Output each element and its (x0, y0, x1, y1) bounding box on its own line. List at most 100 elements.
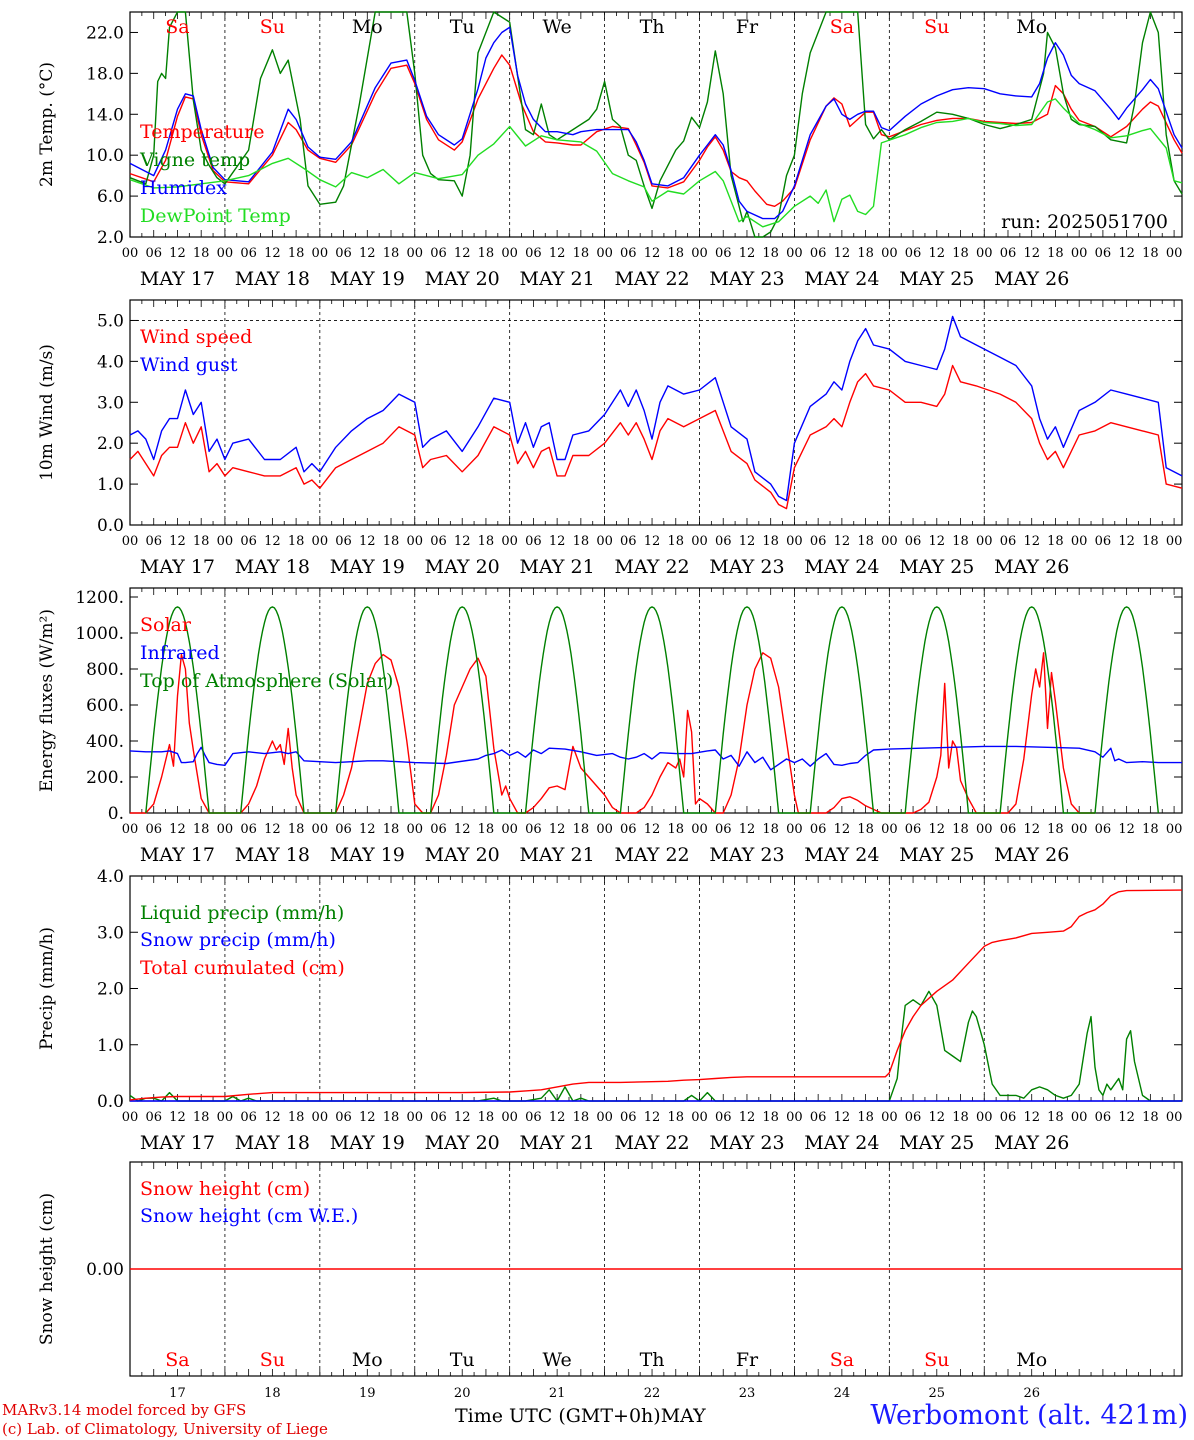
legend-entry: Wind speed (140, 326, 252, 348)
day-name: Mo (352, 1349, 383, 1371)
day-number: 18 (264, 1386, 281, 1401)
x-hour-label: 00 (122, 822, 139, 837)
x-hour-label: 18 (288, 1110, 305, 1125)
day-name: Mo (352, 16, 383, 38)
day-name: Sa (830, 1349, 854, 1371)
x-hour-label: 06 (525, 1110, 542, 1125)
y-axis-label: Snow height (cm) (37, 1193, 57, 1345)
y-tick-label: 4.0 (97, 352, 124, 372)
x-hour-label: 12 (929, 822, 946, 837)
x-date-label: MAY 26 (994, 556, 1069, 578)
x-hour-label: 06 (525, 246, 542, 261)
x-hour-label: 06 (810, 246, 827, 261)
x-hour-label: 18 (1047, 1110, 1064, 1125)
x-date-label: MAY 21 (520, 556, 595, 578)
x-hour-label: 00 (881, 246, 898, 261)
x-hour-label: 00 (691, 822, 708, 837)
y-axis-label: 2m Temp. (°C) (37, 62, 57, 187)
x-hour-label: 12 (644, 822, 661, 837)
y-axis-label: Precip (mm/h) (37, 927, 57, 1050)
x-hour-label: 00 (406, 822, 423, 837)
x-axis-month: MAY (660, 1405, 706, 1427)
y-tick-label: 400. (86, 732, 124, 752)
x-date-label: MAY 23 (709, 556, 784, 578)
x-hour-label: 12 (1118, 822, 1135, 837)
x-hour-label: 06 (1095, 1110, 1112, 1125)
x-hour-label: 12 (644, 534, 661, 549)
x-date-label: MAY 25 (899, 556, 974, 578)
x-hour-label: 12 (454, 1110, 471, 1125)
x-hour-label: 06 (525, 822, 542, 837)
x-hour-label: 18 (1142, 246, 1159, 261)
x-date-label: MAY 22 (614, 1132, 689, 1154)
x-hour-label: 00 (1071, 1110, 1088, 1125)
x-hour-label: 06 (240, 1110, 257, 1125)
x-hour-label: 18 (478, 822, 495, 837)
x-hour-label: 18 (857, 1110, 874, 1125)
legend-entry: Snow precip (mm/h) (140, 929, 336, 951)
x-hour-label: 12 (549, 246, 566, 261)
series-line-3 (129, 98, 1183, 228)
day-name: Sa (830, 16, 854, 38)
x-date-label: MAY 26 (994, 268, 1069, 290)
x-hour-label: 06 (240, 822, 257, 837)
x-hour-label: 00 (1166, 1110, 1183, 1125)
x-hour-label: 00 (1071, 822, 1088, 837)
x-hour-label: 00 (312, 246, 329, 261)
x-hour-label: 18 (668, 1110, 685, 1125)
x-date-label: MAY 21 (520, 1132, 595, 1154)
day-name: We (543, 16, 572, 38)
legend-entry: DewPoint Temp (140, 205, 291, 227)
x-date-label: MAY 22 (614, 844, 689, 866)
x-date-label: MAY 19 (330, 844, 405, 866)
x-hour-label: 00 (976, 1110, 993, 1125)
x-hour-label: 12 (1023, 1110, 1040, 1125)
x-hour-label: 18 (573, 534, 590, 549)
x-hour-label: 12 (549, 1110, 566, 1125)
legend-entry: Humidex (140, 177, 227, 199)
x-hour-label: 18 (857, 822, 874, 837)
run-label: run: 2025051700 (1001, 211, 1168, 233)
series-line-0 (130, 652, 1095, 814)
x-hour-label: 00 (1071, 534, 1088, 549)
x-hour-label: 00 (1166, 246, 1183, 261)
x-hour-label: 06 (810, 1110, 827, 1125)
x-hour-label: 12 (454, 246, 471, 261)
x-date-label: MAY 26 (994, 844, 1069, 866)
y-tick-label: 22.0 (86, 23, 124, 43)
day-name: We (543, 1349, 572, 1371)
x-hour-label: 06 (145, 1110, 162, 1125)
series-line-2 (129, 889, 1183, 1101)
x-date-label: MAY 26 (994, 1132, 1069, 1154)
y-tick-label: 10.0 (86, 146, 124, 166)
x-hour-label: 18 (1142, 1110, 1159, 1125)
x-axis-title: Time UTC (GMT+0h)MAY (455, 1405, 706, 1427)
x-hour-label: 12 (739, 822, 756, 837)
x-hour-label: 18 (383, 822, 400, 837)
x-hour-label: 06 (620, 534, 637, 549)
x-hour-label: 12 (264, 822, 281, 837)
plot-frame (129, 11, 1183, 238)
legend-entry: Vigne temp (139, 149, 250, 171)
plot-frame (129, 587, 1183, 814)
x-date-label: MAY 18 (235, 556, 310, 578)
series-line-1 (129, 745, 1182, 771)
x-date-label: MAY 22 (614, 556, 689, 578)
y-tick-label: 14.0 (86, 105, 124, 125)
x-hour-label: 18 (573, 246, 590, 261)
x-hour-label: 12 (359, 822, 376, 837)
y-tick-label: 1200. (75, 588, 124, 608)
x-hour-label: 18 (668, 822, 685, 837)
x-hour-label: 12 (929, 246, 946, 261)
x-hour-label: 06 (1000, 246, 1017, 261)
x-hour-label: 00 (312, 1110, 329, 1125)
x-hour-label: 12 (834, 1110, 851, 1125)
x-hour-label: 18 (1142, 822, 1159, 837)
x-hour-label: 18 (952, 534, 969, 549)
x-hour-label: 12 (644, 1110, 661, 1125)
y-tick-label: 5.0 (97, 311, 124, 331)
series-line-1 (129, 315, 1183, 502)
x-hour-label: 12 (644, 246, 661, 261)
x-hour-label: 12 (834, 822, 851, 837)
x-date-label: MAY 23 (709, 1132, 784, 1154)
